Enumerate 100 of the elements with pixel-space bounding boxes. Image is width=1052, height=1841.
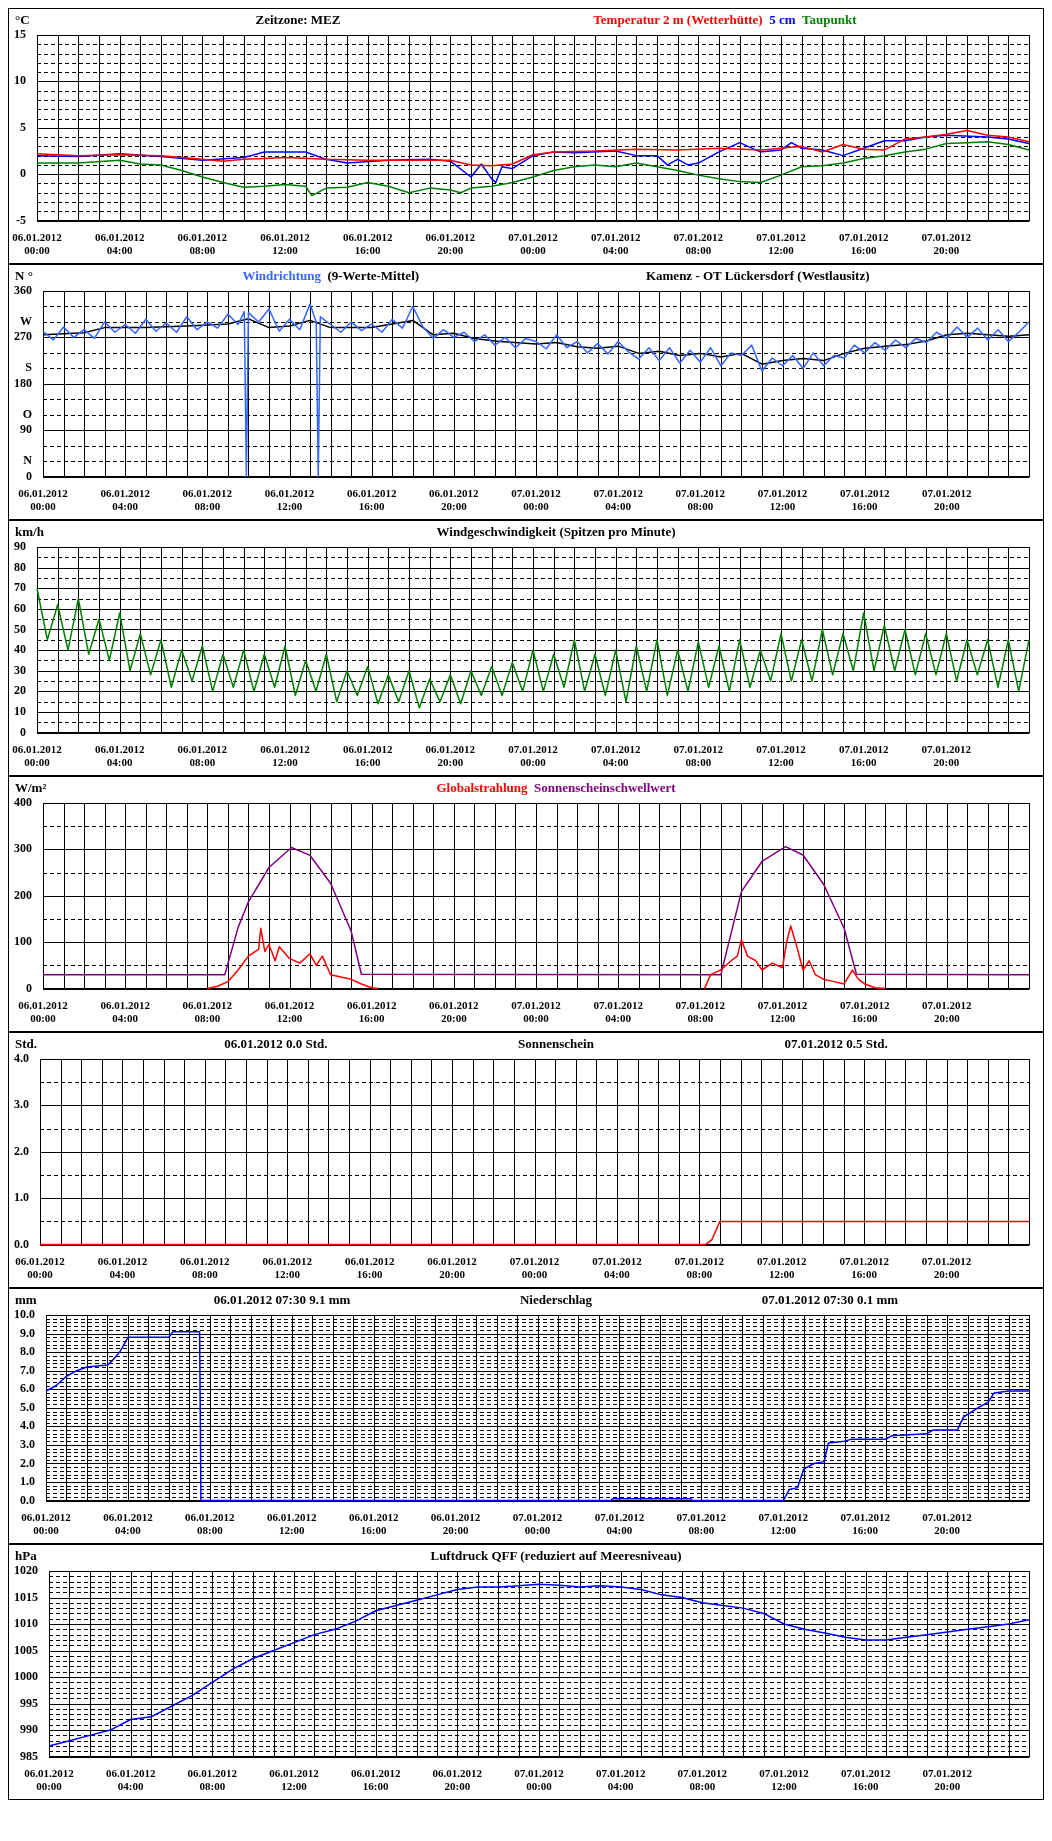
y-tick-label: 30 <box>14 662 26 677</box>
x-tick-label: 06.01.2012 20:00 <box>427 1255 478 1281</box>
x-tick-label: 07.01.2012 12:00 <box>757 999 808 1025</box>
y-axis-title: W/m² <box>15 780 47 796</box>
y-tick-label: 100 <box>14 934 32 949</box>
x-tick-label: 06.01.2012 08:00 <box>180 1255 231 1281</box>
x-tick-label: 06.01.2012 16:00 <box>342 231 393 257</box>
x-tick-label: 07.01.2012 12:00 <box>756 231 807 257</box>
x-tick-label: 06.01.2012 08:00 <box>182 487 233 513</box>
x-tick-label: 07.01.2012 08:00 <box>675 487 726 513</box>
x-tick-label: 06.01.2012 16:00 <box>346 999 397 1025</box>
x-tick-label: 06.01.2012 04:00 <box>103 1511 154 1537</box>
x-tick-label: 07.01.2012 20:00 <box>922 999 973 1025</box>
x-tick-label: 06.01.2012 12:00 <box>260 231 311 257</box>
y-tick-label: 5 <box>20 119 26 134</box>
text: 06.01.2012 07:30 9.1 mm <box>213 1292 351 1308</box>
y-tick-label: 50 <box>14 621 26 636</box>
x-tick-label: 06.01.2012 16:00 <box>342 743 393 769</box>
x-tick-label: 06.01.2012 00:00 <box>21 1511 72 1537</box>
text: 5 cm <box>769 12 796 27</box>
x-tick-label: 07.01.2012 08:00 <box>676 1511 727 1537</box>
x-tick-label: 07.01.2012 04:00 <box>594 1511 645 1537</box>
y-tick-label: 1.0 <box>14 1190 29 1205</box>
y-tick-label: 4.0 <box>20 1418 35 1433</box>
y-tick-label: 90 <box>14 539 26 554</box>
x-tick-label: 06.01.2012 12:00 <box>264 999 315 1025</box>
x-tick-label: 07.01.2012 04:00 <box>595 1767 646 1793</box>
x-tick-label: 07.01.2012 00:00 <box>509 1255 560 1281</box>
chart-subtitle: Zeitzone: MEZ <box>255 12 341 28</box>
x-tick-label: 06.01.2012 00:00 <box>24 1767 75 1793</box>
y-tick-label: 8.0 <box>20 1344 35 1359</box>
x-tick-label: 06.01.2012 20:00 <box>430 1511 481 1537</box>
y-tick-label: 0 <box>26 468 32 483</box>
y-tick-label: 360 <box>14 283 32 298</box>
x-tick-label: 07.01.2012 00:00 <box>512 1511 563 1537</box>
x-tick-label: 07.01.2012 08:00 <box>675 999 726 1025</box>
x-tick-label: 06.01.2012 04:00 <box>105 1767 156 1793</box>
y-tick-label: 40 <box>14 642 26 657</box>
y-axis-title: °C <box>15 12 30 28</box>
x-tick-label: 07.01.2012 12:00 <box>759 1767 810 1793</box>
y-tick-label: 2.0 <box>14 1143 29 1158</box>
y-tick-label: 10 <box>14 73 26 88</box>
x-tick-label: 06.01.2012 20:00 <box>432 1767 483 1793</box>
y-tick-label: 1010 <box>14 1616 38 1631</box>
y-tick-label: 0.0 <box>20 1492 35 1507</box>
y-tick-label: 1000 <box>14 1669 38 1684</box>
y-tick-label: S <box>25 360 33 375</box>
x-tick-label: 06.01.2012 12:00 <box>260 743 311 769</box>
y-tick-label: 90 <box>20 422 32 437</box>
text: 07.01.2012 0.5 Std. <box>784 1036 888 1052</box>
y-tick-label: O <box>22 406 32 421</box>
x-tick-label: 07.01.2012 20:00 <box>921 231 972 257</box>
y-axis-title: Std. <box>15 1036 38 1052</box>
x-tick-label: 06.01.2012 12:00 <box>267 1511 317 1537</box>
x-tick-label: 06.01.2012 20:00 <box>429 487 480 513</box>
x-tick-label: 06.01.2012 00:00 <box>18 487 69 513</box>
x-tick-label: 07.01.2012 04:00 <box>593 487 644 513</box>
x-tick-label: 07.01.2012 20:00 <box>922 1767 973 1793</box>
y-tick-label: 180 <box>14 375 32 390</box>
x-tick-label: 06.01.2012 16:00 <box>346 487 397 513</box>
y-tick-label: N <box>23 453 33 468</box>
x-tick-label: 07.01.2012 08:00 <box>674 1255 725 1281</box>
x-tick-label: 07.01.2012 16:00 <box>839 1255 890 1281</box>
y-tick-label: 1015 <box>14 1589 38 1604</box>
x-tick-label: 07.01.2012 16:00 <box>838 743 889 769</box>
y-tick-label: 20 <box>14 683 26 698</box>
x-tick-label: 07.01.2012 00:00 <box>508 743 559 769</box>
x-tick-label: 06.01.2012 00:00 <box>18 999 69 1025</box>
x-tick-label: 07.01.2012 16:00 <box>840 1767 891 1793</box>
y-tick-label: 15 <box>14 27 26 42</box>
x-tick-label: 06.01.2012 08:00 <box>187 1767 238 1793</box>
x-tick-label: 07.01.2012 16:00 <box>839 999 890 1025</box>
chart-title: Windgeschwindigkeit (Spitzen pro Minute) <box>436 524 676 540</box>
x-tick-label: 06.01.2012 00:00 <box>15 1255 66 1281</box>
x-tick-label: 06.01.2012 08:00 <box>182 999 233 1025</box>
x-tick-label: 07.01.2012 16:00 <box>840 1511 891 1537</box>
x-tick-label: 06.01.2012 20:00 <box>429 999 480 1025</box>
y-tick-label: -5 <box>16 212 26 227</box>
x-tick-label: 07.01.2012 08:00 <box>677 1767 728 1793</box>
x-tick-label: 07.01.2012 16:00 <box>838 231 889 257</box>
x-tick-label: 06.01.2012 04:00 <box>94 743 145 769</box>
x-tick-label: 06.01.2012 04:00 <box>100 487 151 513</box>
x-tick-label: 06.01.2012 16:00 <box>350 1767 401 1793</box>
y-tick-label: 10 <box>14 704 26 719</box>
x-tick-label: 07.01.2012 12:00 <box>756 743 807 769</box>
text: Taupunkt <box>802 12 857 27</box>
y-tick-label: 10.0 <box>14 1307 35 1322</box>
y-tick-label: 0 <box>26 980 32 995</box>
chart-title: Kamenz - OT Lückersdorf (Westlausitz) <box>645 268 870 284</box>
x-tick-label: 06.01.2012 20:00 <box>425 231 476 257</box>
y-tick-label: 70 <box>14 580 26 595</box>
y-tick-label: 1.0 <box>20 1474 35 1489</box>
x-tick-label: 06.01.2012 16:00 <box>344 1255 395 1281</box>
x-tick-label: 07.01.2012 00:00 <box>514 1767 565 1793</box>
x-tick-label: 06.01.2012 00:00 <box>12 231 63 257</box>
x-tick-label: 07.01.2012 08:00 <box>673 743 724 769</box>
y-tick-label: 1005 <box>14 1642 38 1657</box>
x-tick-label: 06.01.2012 04:00 <box>97 1255 148 1281</box>
y-tick-label: 0 <box>20 724 26 739</box>
x-tick-label: 07.01.2012 20:00 <box>921 1255 972 1281</box>
